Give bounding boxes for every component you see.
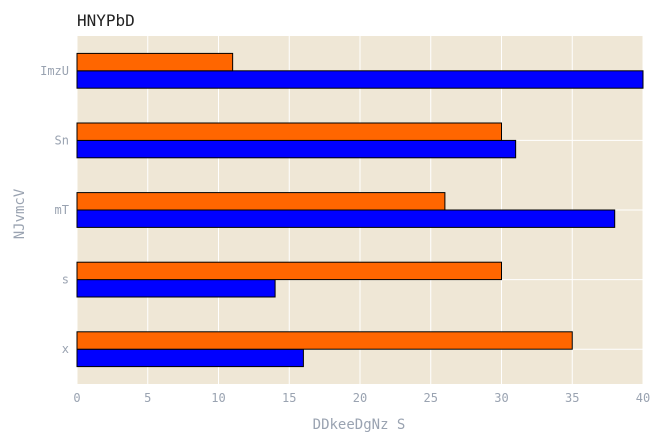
x-tick-label: 5 <box>144 391 151 405</box>
x-tick-label: 35 <box>565 391 579 405</box>
x-axis-label: DDkeeDgNz S <box>313 417 406 433</box>
bar-series-1-Sn <box>76 139 517 159</box>
y-tick-label: ImzU <box>40 64 69 78</box>
bar-series-1-mT <box>76 209 616 228</box>
x-tick-label: 20 <box>353 391 367 405</box>
bar-series-2-s <box>76 261 502 281</box>
bar-series-2-ImzU <box>76 52 234 72</box>
y-tick-label: Sn <box>55 133 69 147</box>
x-tick-label: 40 <box>636 391 650 405</box>
y-tick-label: x <box>62 342 69 356</box>
bar-series-2-x <box>76 331 573 350</box>
bar-series-2-mT <box>76 192 446 211</box>
y-tick-label: mT <box>55 203 69 217</box>
bar-series-1-s <box>76 279 276 298</box>
x-tick-label: 15 <box>282 391 296 405</box>
chart-title: HNYPbD <box>77 11 135 30</box>
bar-series-1-x <box>76 348 304 368</box>
x-tick-label: 25 <box>424 391 438 405</box>
bar-series-1-ImzU <box>76 70 644 89</box>
y-tick-label: s <box>62 273 69 287</box>
x-tick-label: 0 <box>73 391 80 405</box>
bar-series-2-Sn <box>76 122 502 141</box>
x-tick-label: 30 <box>494 391 508 405</box>
x-tick-label: 10 <box>211 391 225 405</box>
y-axis-label: NJvmcV <box>12 188 28 239</box>
